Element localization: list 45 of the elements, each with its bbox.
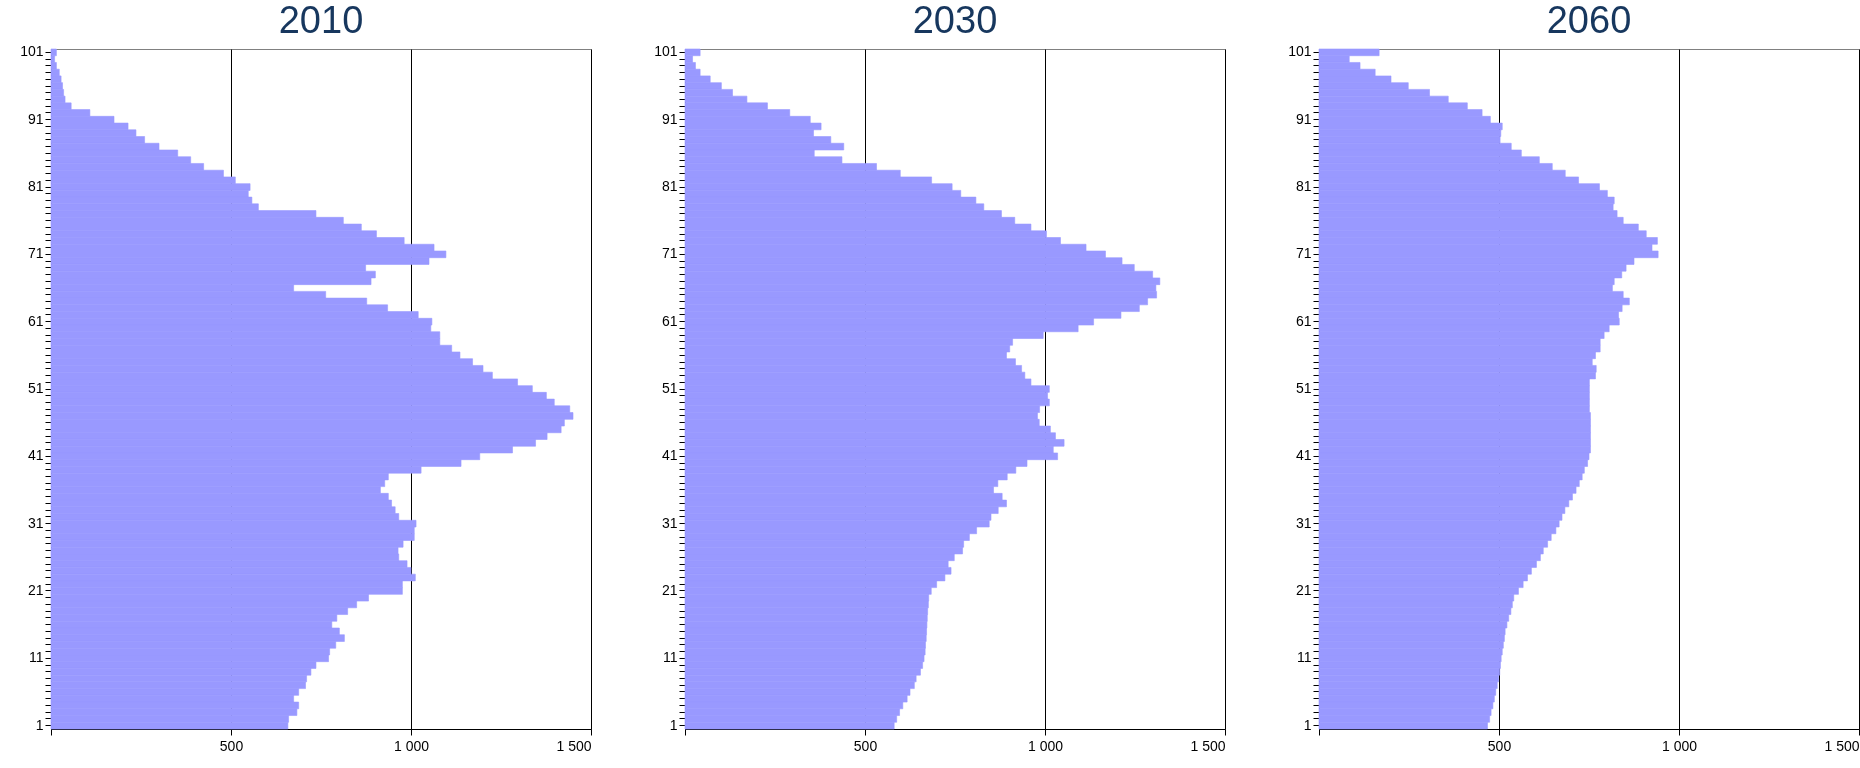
y-tick-label: 41 — [1295, 447, 1312, 464]
y-tick-label: 61 — [27, 312, 44, 329]
y-tick-label: 81 — [661, 178, 678, 195]
x-tick-label: 500 — [219, 737, 244, 754]
y-tick-label: 21 — [661, 581, 678, 598]
y-tick-label: 101 — [1288, 43, 1312, 60]
y-tick-label: 71 — [661, 245, 678, 262]
y-tick-label: 11 — [28, 649, 44, 666]
y-tick-label: 41 — [661, 447, 678, 464]
y-tick-label: 61 — [1295, 312, 1312, 329]
y-tick-label: 11 — [662, 649, 678, 666]
y-tick-label: 101 — [20, 43, 44, 60]
x-tick-label: 1 000 — [393, 737, 430, 754]
x-tick-label: 500 — [1487, 737, 1512, 754]
x-tick-label: 1 500 — [1824, 737, 1860, 754]
y-tick-label: 31 — [1295, 514, 1312, 531]
y-tick-label: 91 — [661, 110, 678, 127]
y-tick-label: 21 — [27, 581, 44, 598]
x-tick-label: 500 — [853, 737, 878, 754]
y-tick-label: 51 — [661, 380, 678, 396]
y-tick-label: 101 — [654, 43, 678, 60]
y-tick-label: 31 — [27, 514, 44, 531]
y-tick-label: 51 — [27, 380, 44, 396]
chart-title: 2030 — [912, 0, 998, 41]
x-tick-label: 1 500 — [556, 737, 592, 754]
y-tick-label: 71 — [27, 245, 44, 262]
y-tick-label: 1 — [1303, 716, 1312, 733]
chart-title: 2010 — [278, 0, 364, 41]
y-tick-label: 1 — [35, 716, 44, 733]
y-tick-label: 1 — [669, 716, 678, 733]
y-tick-label: 71 — [1295, 245, 1312, 262]
x-tick-label: 1 000 — [1661, 737, 1698, 754]
x-tick-label: 1 000 — [1027, 737, 1064, 754]
y-tick-label: 21 — [1295, 581, 1312, 598]
y-tick-label: 11 — [1296, 649, 1312, 666]
y-tick-label: 51 — [1295, 380, 1312, 396]
y-tick-label: 41 — [27, 447, 44, 464]
y-tick-label: 81 — [27, 178, 44, 195]
chart-title: 2060 — [1546, 0, 1632, 41]
y-tick-label: 61 — [661, 312, 678, 329]
y-tick-label: 81 — [1295, 178, 1312, 195]
x-tick-label: 1 500 — [1190, 737, 1226, 754]
y-tick-label: 91 — [1295, 110, 1312, 127]
y-tick-label: 91 — [27, 110, 44, 127]
y-tick-label: 31 — [661, 514, 678, 531]
